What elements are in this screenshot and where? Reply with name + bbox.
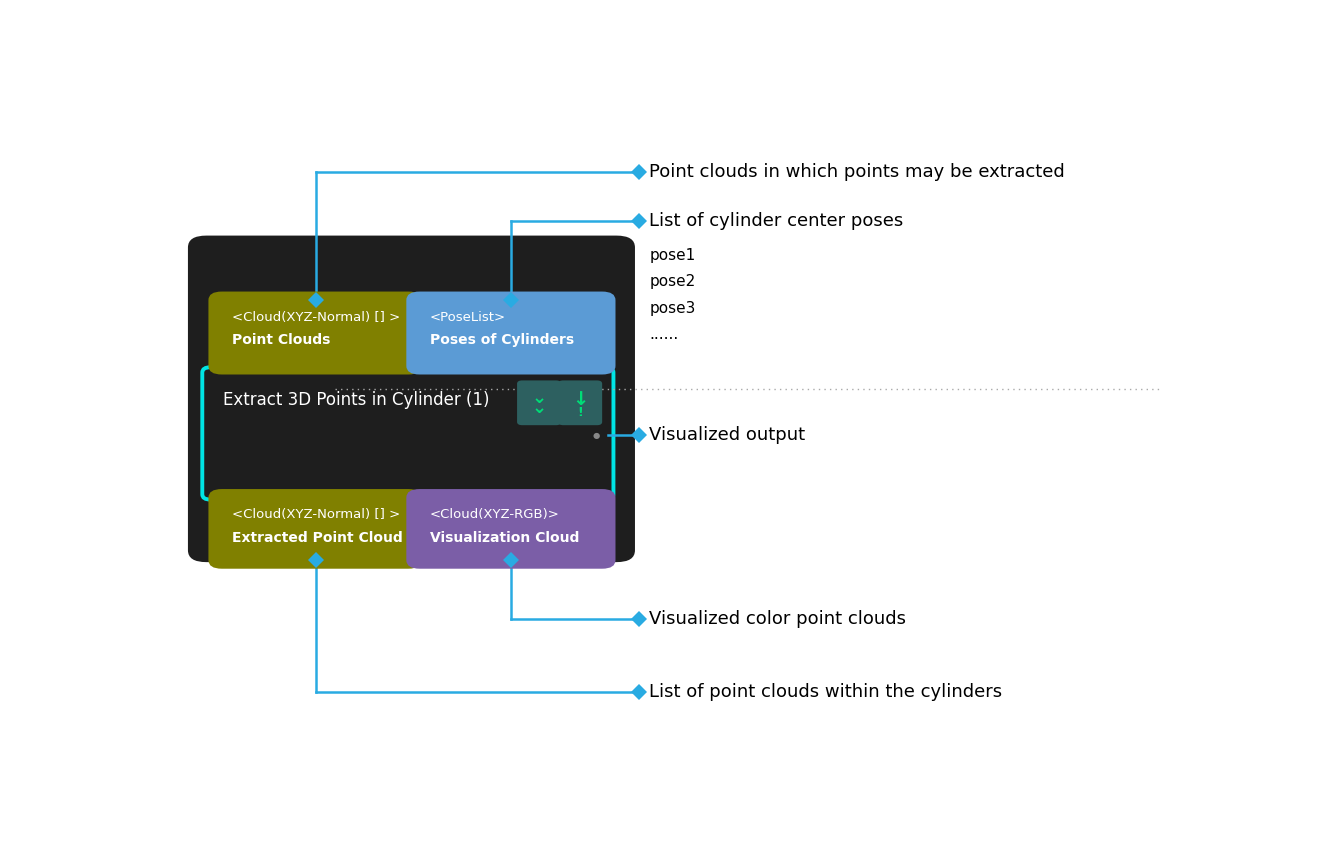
- Text: pose3: pose3: [650, 300, 696, 315]
- Text: List of point clouds within the cylinders: List of point clouds within the cylinder…: [650, 683, 1003, 701]
- FancyBboxPatch shape: [558, 380, 602, 425]
- Text: pose1: pose1: [650, 248, 696, 262]
- Text: <Cloud(XYZ-Normal) [] >: <Cloud(XYZ-Normal) [] >: [232, 508, 401, 522]
- Text: Visualization Cloud: Visualization Cloud: [430, 530, 579, 545]
- FancyBboxPatch shape: [209, 489, 422, 569]
- Text: Point clouds in which points may be extracted: Point clouds in which points may be extr…: [650, 162, 1065, 180]
- Text: <Cloud(XYZ-RGB)>: <Cloud(XYZ-RGB)>: [430, 508, 560, 522]
- FancyBboxPatch shape: [209, 292, 422, 374]
- Text: ......: ......: [650, 327, 679, 342]
- Text: List of cylinder center poses: List of cylinder center poses: [650, 212, 904, 230]
- Text: ⌄: ⌄: [532, 399, 546, 417]
- Text: !: !: [577, 406, 583, 419]
- FancyBboxPatch shape: [188, 236, 635, 562]
- FancyBboxPatch shape: [406, 489, 615, 569]
- Text: Visualized output: Visualized output: [650, 426, 806, 444]
- Text: Extract 3D Points in Cylinder (1): Extract 3D Points in Cylinder (1): [222, 391, 490, 409]
- Text: <Cloud(XYZ-Normal) [] >: <Cloud(XYZ-Normal) [] >: [232, 310, 401, 324]
- Text: ↓: ↓: [572, 390, 589, 409]
- Text: Visualized color point clouds: Visualized color point clouds: [650, 610, 906, 628]
- Text: ⌄: ⌄: [532, 388, 546, 406]
- Text: <PoseList>: <PoseList>: [430, 310, 505, 324]
- FancyBboxPatch shape: [202, 368, 614, 499]
- FancyBboxPatch shape: [406, 292, 615, 374]
- Text: ●: ●: [593, 431, 599, 439]
- Text: Extracted Point Cloud: Extracted Point Cloud: [232, 530, 402, 545]
- Text: Point Clouds: Point Clouds: [232, 333, 331, 347]
- FancyBboxPatch shape: [517, 380, 561, 425]
- Text: pose2: pose2: [650, 274, 696, 289]
- Text: Poses of Cylinders: Poses of Cylinders: [430, 333, 574, 347]
